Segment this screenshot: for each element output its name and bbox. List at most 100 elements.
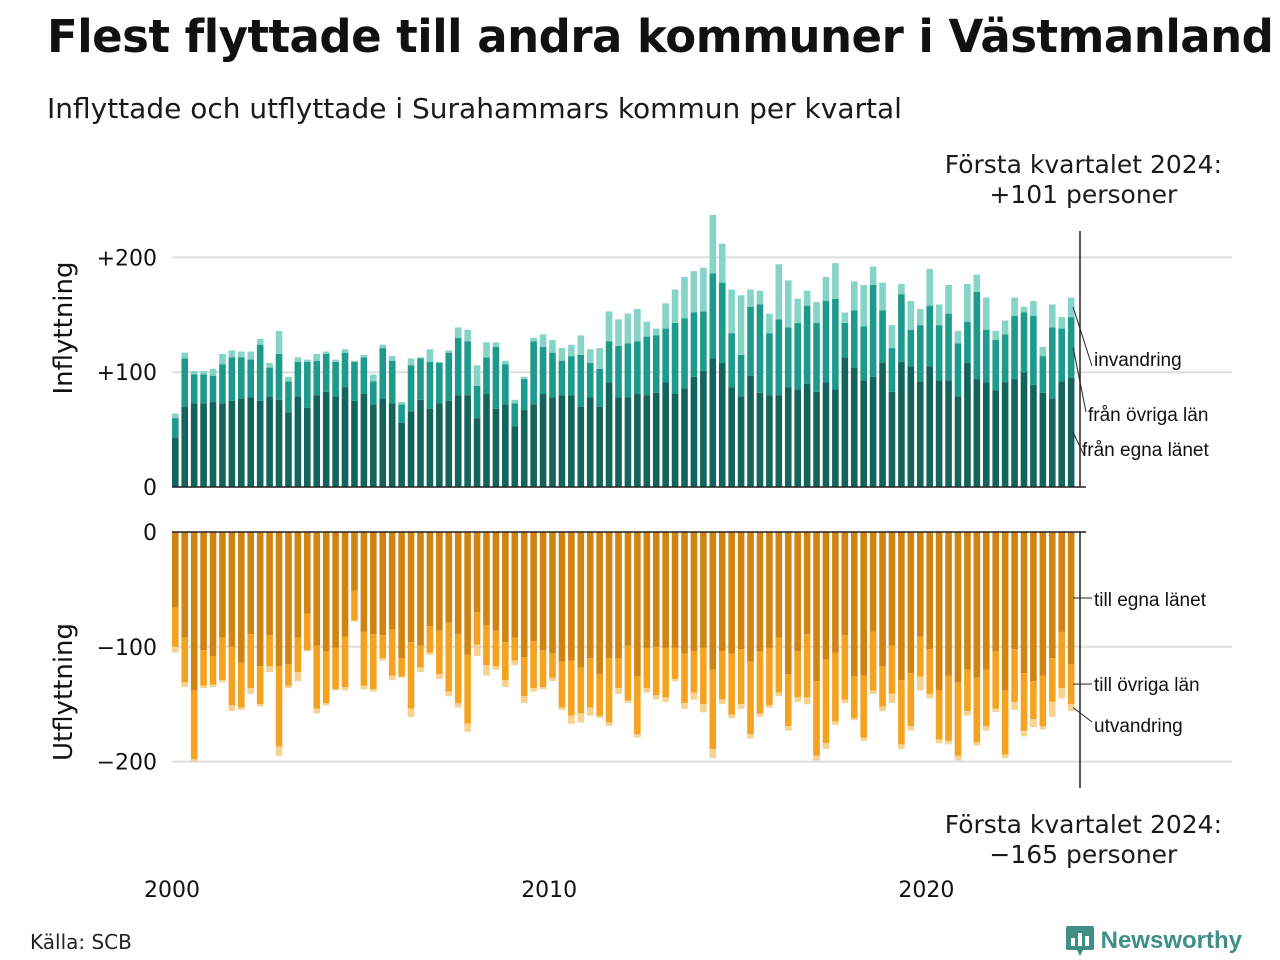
outflow-bar: [794, 651, 801, 698]
outflow-bar: [747, 532, 754, 662]
outflow-bar: [737, 532, 745, 650]
inflow-bar: [775, 319, 783, 396]
outflow-bar: [558, 661, 566, 708]
inflow-bar: [379, 398, 387, 487]
inflow-bar: [530, 404, 537, 487]
outflow-bar: [322, 651, 330, 704]
inflow-bar: [577, 354, 585, 407]
outflow-bar: [869, 532, 877, 632]
inflow-bar: [228, 400, 236, 487]
inflow-bar: [511, 399, 519, 404]
inflow-ytick-label: 0: [143, 476, 157, 501]
outflow-bar: [926, 532, 933, 650]
outflow-bar: [794, 697, 801, 702]
outflow-bar: [568, 532, 575, 661]
inflow-bar: [1048, 304, 1056, 328]
outflow-bar: [407, 642, 415, 709]
outflow-bar: [266, 635, 273, 667]
inflow-bar: [737, 396, 745, 487]
outflow-bar: [850, 676, 858, 718]
inflow-bar: [492, 342, 500, 347]
outflow-bar: [436, 674, 443, 679]
inflow-bar: [1067, 317, 1075, 378]
outflow-bar: [1001, 690, 1009, 755]
inflow-bar: [671, 289, 679, 323]
inflow-bar: [417, 399, 424, 487]
inflow-bar: [577, 406, 585, 487]
inflow-bar: [822, 276, 830, 302]
inflow-bar: [709, 214, 717, 274]
inflow-bar: [530, 341, 537, 405]
outflow-bar: [483, 624, 490, 666]
inflow-bar: [634, 309, 641, 342]
inflow-bar: [181, 352, 189, 359]
inflow-bar: [747, 289, 754, 307]
inflow-bar: [596, 348, 603, 369]
inflow-bar: [1048, 327, 1056, 399]
inflow-bar: [370, 404, 377, 487]
outflow-bar: [285, 664, 292, 686]
inflow-bar: [728, 333, 735, 388]
inflow-bar: [445, 400, 453, 487]
inflow-bar: [832, 263, 839, 299]
inflow-bar: [1011, 315, 1018, 380]
outflow-bar: [888, 532, 896, 646]
outflow-bar: [549, 653, 556, 678]
inflow-bar: [803, 290, 811, 306]
outflow-bar: [247, 688, 255, 694]
inflow-bar: [332, 396, 339, 487]
outflow-bar: [813, 681, 820, 756]
inflow-bar: [841, 312, 849, 323]
inflow-bar: [322, 351, 330, 354]
outflow-bar: [313, 645, 321, 709]
inflow-bar: [605, 311, 613, 342]
outflow-bar: [813, 755, 820, 761]
outflow-bar: [860, 532, 867, 676]
inflow-bar: [219, 353, 226, 365]
inflow-bar: [190, 403, 198, 487]
outflow-bar: [860, 675, 867, 738]
inflow-series-label: från egna länet: [1082, 440, 1209, 461]
inflow-bar: [728, 387, 735, 487]
outflow-bar: [502, 680, 509, 687]
inflow-bar: [784, 280, 792, 328]
outflow-bar: [370, 634, 377, 690]
inflow-bar: [756, 290, 764, 305]
outflow-bar: [624, 532, 632, 646]
inflow-bar: [407, 411, 415, 487]
inflow-bar: [926, 366, 933, 487]
outflow-bar: [360, 685, 368, 690]
inflow-bar: [417, 358, 424, 400]
inflow-bar: [473, 385, 481, 419]
outflow-bar: [718, 532, 726, 652]
inflow-bar: [285, 381, 292, 413]
outflow-bar: [982, 726, 990, 731]
outflow-bar: [898, 744, 905, 749]
outflow-bar: [360, 631, 368, 686]
inflow-bar: [539, 334, 547, 347]
inflow-label-leader: [1072, 347, 1087, 413]
outflow-bar: [747, 661, 754, 735]
inflow-bar: [822, 301, 830, 383]
inflow-bar: [681, 276, 688, 319]
x-tick-label: 2010: [521, 878, 577, 903]
inflow-bar: [945, 380, 952, 487]
inflow-bar: [898, 361, 905, 487]
inflow-bar: [841, 357, 849, 487]
inflow-bar: [436, 361, 443, 364]
x-tick-label: 2000: [144, 878, 200, 903]
outflow-bar: [634, 734, 641, 738]
inflow-bar: [803, 383, 811, 487]
inflow-bar: [605, 341, 613, 383]
outflow-bar: [549, 677, 556, 682]
inflow-bar: [398, 402, 405, 405]
outflow-bar: [304, 613, 311, 651]
inflow-bar: [577, 335, 585, 355]
outflow-bar: [926, 693, 933, 699]
inflow-bar: [624, 313, 632, 344]
outflow-bar: [728, 714, 735, 718]
outflow-bar: [370, 689, 377, 692]
outflow-bar: [1001, 532, 1009, 691]
inflow-bar: [388, 360, 396, 404]
outflow-bar: [775, 532, 783, 638]
